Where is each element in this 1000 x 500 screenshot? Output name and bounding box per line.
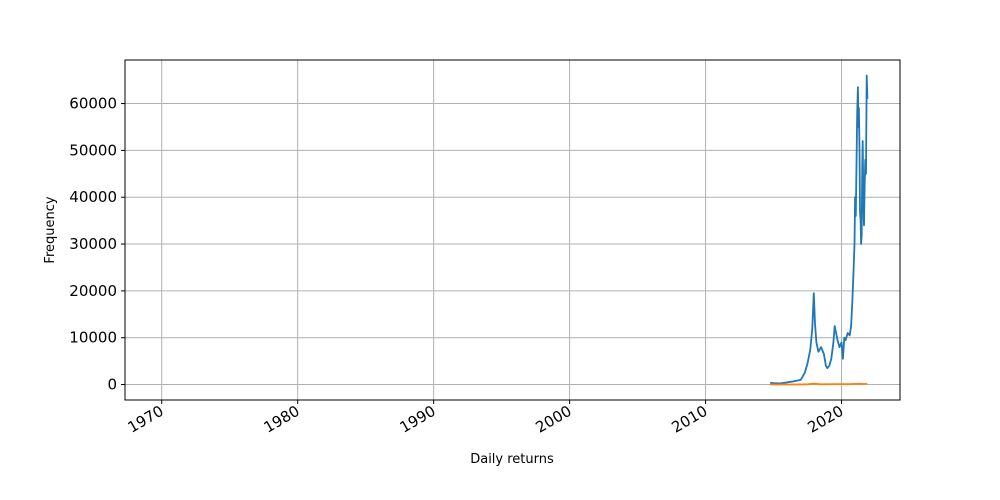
y-tick-label: 10000	[69, 329, 117, 347]
y-tick-label: 60000	[69, 95, 117, 113]
y-tick-label: 50000	[69, 141, 117, 159]
x-axis-label: Daily returns	[470, 452, 554, 467]
x-axis: 1970 1980 1990 2000 2010 2020	[125, 400, 847, 437]
plot-background	[125, 60, 900, 400]
series-line-2	[770, 382, 868, 386]
series-layer	[770, 74, 869, 386]
y-tick-label: 30000	[69, 235, 117, 253]
x-tick-label: 2010	[668, 402, 710, 437]
y-axis: 0 10000 20000 30000 40000 50000 60000	[69, 95, 125, 394]
x-tick-label: 1980	[261, 402, 303, 437]
x-tick-label: 1990	[397, 402, 439, 437]
y-tick-label: 20000	[69, 282, 117, 300]
x-tick-label: 2020	[804, 402, 846, 437]
series-line-1	[770, 74, 869, 385]
x-tick-label: 1970	[125, 402, 167, 437]
y-tick-label: 40000	[69, 188, 117, 206]
y-axis-label: Frequency	[43, 196, 58, 263]
grid	[125, 60, 900, 400]
x-tick-label: 2000	[533, 402, 575, 437]
y-tick-label: 0	[107, 376, 117, 394]
plot-frame	[124, 59, 901, 401]
